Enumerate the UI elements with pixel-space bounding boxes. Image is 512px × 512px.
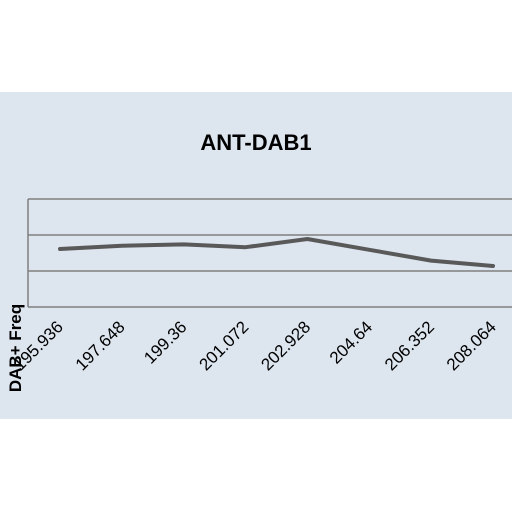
series-line xyxy=(58,237,495,268)
chart-panel: 195.936 197.648 199.36 201.072 202.928 204.64… xyxy=(0,92,512,419)
x-tick-label: 204.64 xyxy=(326,317,376,367)
line-chart: 195.936 197.648 199.36 201.072 202.928 204.64… xyxy=(10,198,512,374)
x-tick-label: 199.36 xyxy=(140,317,190,367)
x-tick-label: 197.648 xyxy=(72,317,129,374)
x-tick-label: 202.928 xyxy=(257,317,314,374)
x-tick-label: 201.072 xyxy=(196,317,253,374)
chart-title: ANT-DAB1 xyxy=(200,130,312,155)
y-axis-label: DAB+ Freq xyxy=(6,303,25,393)
x-tick-label: 208.064 xyxy=(443,317,500,374)
x-tick-label: 206.352 xyxy=(381,317,438,374)
